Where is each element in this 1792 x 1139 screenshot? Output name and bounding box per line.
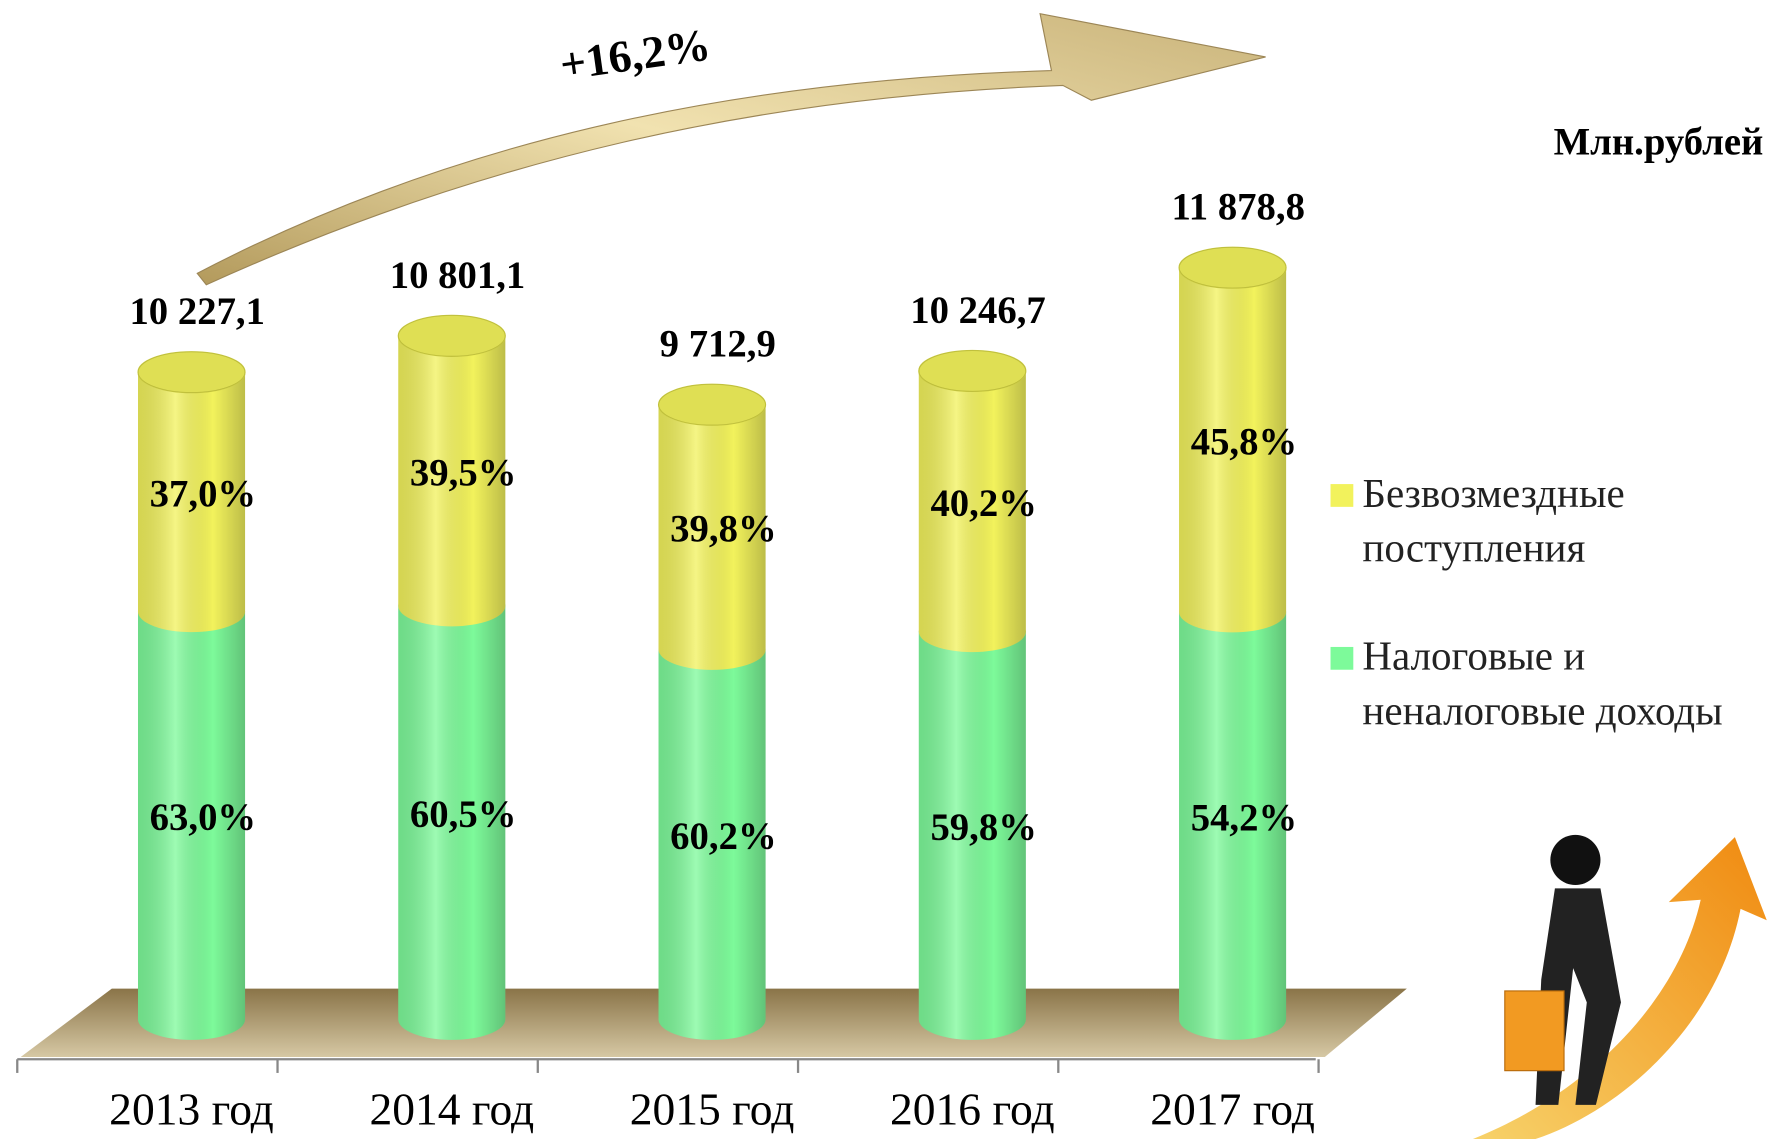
- cylinder-top: [137, 351, 246, 394]
- value-label: 54,2%: [1191, 796, 1297, 839]
- segment-shade: [398, 315, 506, 627]
- x-tick-label: 2016 год: [890, 1083, 1055, 1134]
- x-tick-label: 2015 год: [630, 1083, 795, 1134]
- unit-label: Млн.рублей: [1554, 121, 1764, 164]
- value-label: 45,8%: [1191, 420, 1297, 463]
- total-label: 10 246,7: [910, 289, 1046, 332]
- segment-shade: [137, 591, 246, 1040]
- value-label: 60,5%: [410, 793, 516, 836]
- value-label: 39,5%: [410, 451, 516, 494]
- cylinder-top: [397, 314, 506, 357]
- segment-shade: [658, 384, 766, 670]
- cylinder-top-shade: [918, 350, 1026, 392]
- legend-swatch: [1330, 484, 1354, 507]
- total-label: 10 801,1: [390, 254, 526, 297]
- segment-shade: [658, 628, 766, 1040]
- legend-entry: Безвозмездные поступления: [1362, 470, 1625, 571]
- segment-shade: [918, 350, 1026, 653]
- legend-label: Безвозмездные поступления: [1362, 470, 1625, 571]
- legend-entry: Налоговые и неналоговые доходы: [1362, 633, 1723, 734]
- cylinder-top: [918, 349, 1027, 393]
- value-label: 60,2%: [670, 815, 776, 858]
- segment-shade: [1179, 247, 1287, 633]
- total-label: 10 227,1: [129, 290, 265, 333]
- segment-shade: [398, 585, 506, 1040]
- total-label: 11 878,8: [1172, 186, 1305, 229]
- segment-shade: [1179, 591, 1287, 1040]
- x-tick-label: 2014 год: [369, 1083, 534, 1134]
- cylinder-top-shade: [398, 315, 506, 357]
- value-label: 63,0%: [150, 796, 256, 839]
- figure: [1472, 834, 1767, 1139]
- cylinder-top-shade: [137, 351, 246, 393]
- legend-swatch: [1330, 646, 1354, 670]
- value-label: 37,0%: [150, 473, 256, 516]
- cylinder-top: [1178, 246, 1287, 289]
- total-label: 9 712,9: [660, 323, 776, 366]
- x-tick-label: 2013 год: [109, 1083, 274, 1134]
- cylinder-top-shade: [1179, 247, 1287, 289]
- growth-arrow: [196, 12, 1266, 286]
- segment-shade: [918, 611, 1026, 1040]
- legend-label: Налоговые и неналоговые доходы: [1362, 633, 1723, 734]
- value-label: 39,8%: [670, 508, 776, 551]
- cylinder-top: [657, 383, 767, 426]
- segment-shade: [137, 351, 246, 633]
- cylinder-top-shade: [658, 384, 766, 426]
- value-label: 40,2%: [930, 482, 1036, 525]
- growth-annotation: +16,2%: [557, 18, 714, 90]
- value-label: 59,8%: [930, 806, 1036, 849]
- x-tick-label: 2017 год: [1150, 1083, 1315, 1134]
